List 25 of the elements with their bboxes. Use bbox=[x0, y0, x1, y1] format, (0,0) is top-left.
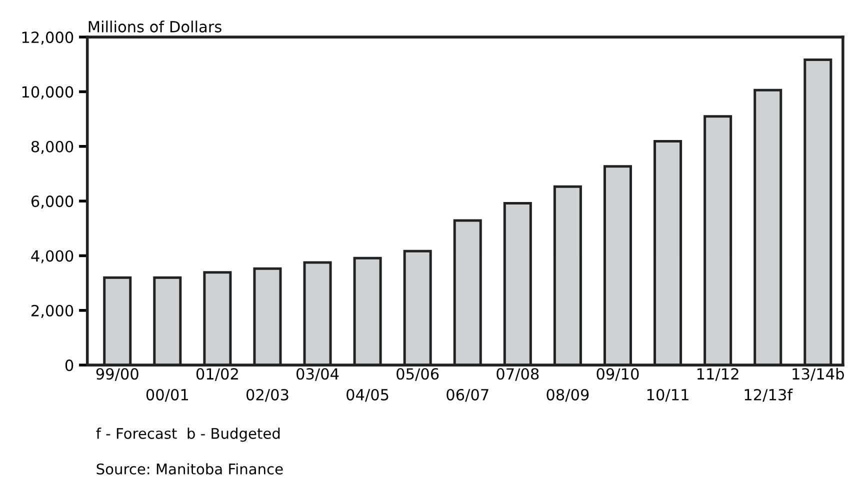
y-tick-label: 10,000 bbox=[22, 86, 74, 100]
x-tick-label: 07/08 bbox=[496, 368, 539, 381]
x-tick-label: 11/12 bbox=[697, 368, 738, 381]
y-tick-label: 4,000 bbox=[31, 250, 74, 264]
x-tick-label: 02/03 bbox=[246, 388, 288, 402]
y-axis-title: Millions of Dollars bbox=[88, 20, 222, 32]
x-tick-label: 10/11 bbox=[647, 388, 688, 402]
x-tick-label: 12/13f bbox=[744, 388, 793, 402]
x-tick-label: 00/01 bbox=[146, 388, 188, 402]
y-tick-label: 0 bbox=[65, 360, 74, 372]
x-tick-label: 05/06 bbox=[396, 368, 439, 381]
x-tick-label: 09/10 bbox=[596, 368, 639, 381]
y-tick-label: 12,000 bbox=[22, 32, 74, 45]
x-tick-label: 04/05 bbox=[346, 388, 388, 402]
source-note: Source: Manitoba Finance bbox=[96, 463, 283, 475]
x-tick-label: 03/04 bbox=[296, 368, 339, 381]
x-tick-label: 06/07 bbox=[446, 388, 488, 402]
y-tick-label: 6,000 bbox=[31, 196, 74, 209]
text: f - Forecast b - Budgeted bbox=[96, 428, 280, 442]
x-tick-label: 01/02 bbox=[196, 368, 238, 381]
y-tick-label: 8,000 bbox=[31, 140, 74, 154]
x-tick-label: 99/00 bbox=[96, 368, 138, 381]
y-tick-label: 2,000 bbox=[32, 304, 74, 318]
x-tick-label: 08/09 bbox=[546, 388, 589, 402]
x-tick-label: 13/14b bbox=[792, 368, 844, 381]
